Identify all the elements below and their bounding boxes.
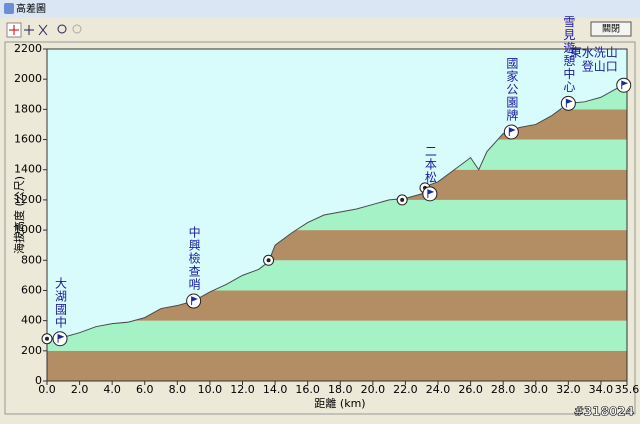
title-bar <box>0 0 640 18</box>
waypoint-flag <box>191 296 198 306</box>
x-tick-label: 4.0 <box>103 383 121 396</box>
elevation-profile <box>46 81 628 340</box>
waypoint-flag <box>565 98 573 108</box>
tool-zoom-in[interactable] <box>57 24 67 34</box>
app-icon <box>4 3 14 14</box>
watermark: #318024 <box>574 405 634 419</box>
x-tick-label: 32.0 <box>556 383 581 396</box>
waypoint-label: 雪見遊憩中心 <box>562 15 576 93</box>
waypoint <box>52 331 68 347</box>
x-tick-label: 8.0 <box>169 383 187 396</box>
waypoint <box>422 186 438 202</box>
waypoint-label: 東水洗山 <box>570 46 618 60</box>
x-tick-label: 22.0 <box>393 383 418 396</box>
elevation-band <box>47 320 627 351</box>
window-title: 高差圖 <box>16 2 46 15</box>
sky <box>47 49 627 339</box>
waypoint <box>503 124 519 140</box>
x-tick-label: 34.0 <box>589 383 614 396</box>
x-tick-label: 30.0 <box>524 383 549 396</box>
waypoint <box>616 77 632 93</box>
tool-icon <box>9 25 19 35</box>
waypoint-dot <box>266 258 271 263</box>
x-tick-label: 28.0 <box>491 383 516 396</box>
y-tick-label: 1800 <box>14 102 42 115</box>
y-tick-label: 2200 <box>14 42 42 55</box>
x-tick-label: 16.0 <box>295 383 320 396</box>
y-tick-label: 1600 <box>14 133 42 146</box>
y-tick-label: 0 <box>35 374 42 387</box>
elevation-band <box>47 350 627 381</box>
waypoint-flag <box>57 334 65 343</box>
x-tick-label: 10.0 <box>198 383 223 396</box>
y-tick-label: 1200 <box>14 193 42 206</box>
y-tick-label: 2000 <box>14 72 42 85</box>
x-tick-label: 26.0 <box>458 383 483 396</box>
y-tick-label: 600 <box>21 283 42 296</box>
x-tick-label: 24.0 <box>426 383 451 396</box>
y-axis-label: 海拔高度 (公尺) <box>12 176 26 254</box>
x-tick-label: 2.0 <box>71 383 89 396</box>
waypoint-label: 國家公園牌 <box>505 57 519 122</box>
y-tick-label: 800 <box>21 253 42 266</box>
x-tick-label: 6.0 <box>136 383 154 396</box>
x-tick-label: 14.0 <box>263 383 288 396</box>
x-tick-label: 18.0 <box>328 383 353 396</box>
x-tick-label: 12.0 <box>230 383 255 396</box>
y-tick-label: 1400 <box>14 163 42 176</box>
waypoint-label: 二本松 <box>423 145 437 184</box>
close-button[interactable] <box>590 21 632 37</box>
waypoint-label: 中興檢查哨 <box>187 225 201 291</box>
waypoint-dot <box>400 197 405 202</box>
tool-zoom-out[interactable] <box>72 24 82 34</box>
y-tick-label: 200 <box>21 344 42 357</box>
waypoint-flag <box>508 127 516 136</box>
waypoint-flag <box>427 189 435 198</box>
waypoint <box>560 95 576 111</box>
y-tick-label: 400 <box>21 314 42 327</box>
tool-reset[interactable] <box>38 24 48 36</box>
waypoint <box>186 293 202 309</box>
waypoint-dot <box>45 336 49 341</box>
close-button-label[interactable]: 關閉 <box>602 24 620 35</box>
waypoint-flag <box>621 80 629 90</box>
plot: 0 200 400 600 800 1000 1200 1400 1600 1800 2000 220… <box>14 15 639 396</box>
waypoint-label: 大湖國中 <box>54 276 68 328</box>
toolbar <box>6 22 82 38</box>
waypoint-label: 登山口 <box>582 59 618 74</box>
plot-frame <box>46 48 628 382</box>
x-tick-label: 0.0 <box>38 383 56 396</box>
x-tick-label: 35.6 <box>615 383 640 396</box>
tool-pan[interactable] <box>24 25 34 35</box>
y-tick-label: 1000 <box>14 223 42 236</box>
x-tick-label: 20.0 <box>361 383 386 396</box>
x-axis-label: 距離 (km) <box>314 396 365 410</box>
